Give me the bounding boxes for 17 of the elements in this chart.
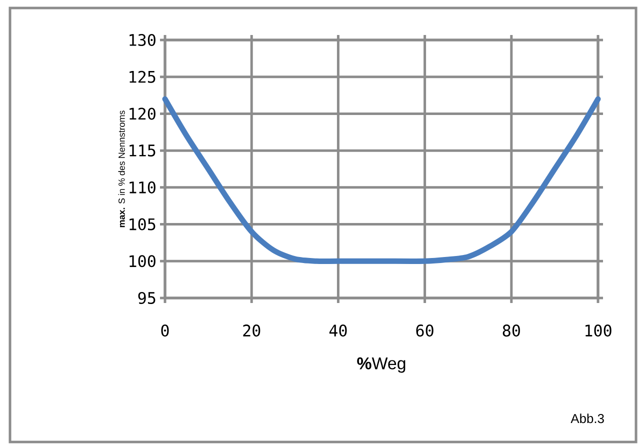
- y-tick-label: 125: [130, 70, 156, 83]
- y-tick-label: 110: [130, 181, 156, 194]
- x-tick-label: 20: [243, 324, 260, 337]
- y-axis-title: max. S in % des Nennstroms: [118, 110, 125, 228]
- y-tick-label: 95: [138, 292, 156, 304]
- caption: Abb.3: [570, 414, 604, 424]
- x-tick-label: 60: [416, 324, 434, 337]
- x-axis-title: %Weg: [357, 357, 406, 373]
- x-tick-label: 100: [586, 324, 612, 337]
- y-tick-label: 120: [130, 108, 156, 120]
- x-tick-label: 40: [329, 324, 347, 337]
- x-tick-label: 0: [161, 324, 169, 337]
- y-tick-label: 100: [130, 255, 156, 268]
- y-tick-label: 130: [130, 34, 156, 46]
- y-tick-label: 115: [130, 144, 156, 156]
- x-tick-label: 80: [502, 324, 520, 337]
- y-tick-label: 105: [130, 218, 156, 230]
